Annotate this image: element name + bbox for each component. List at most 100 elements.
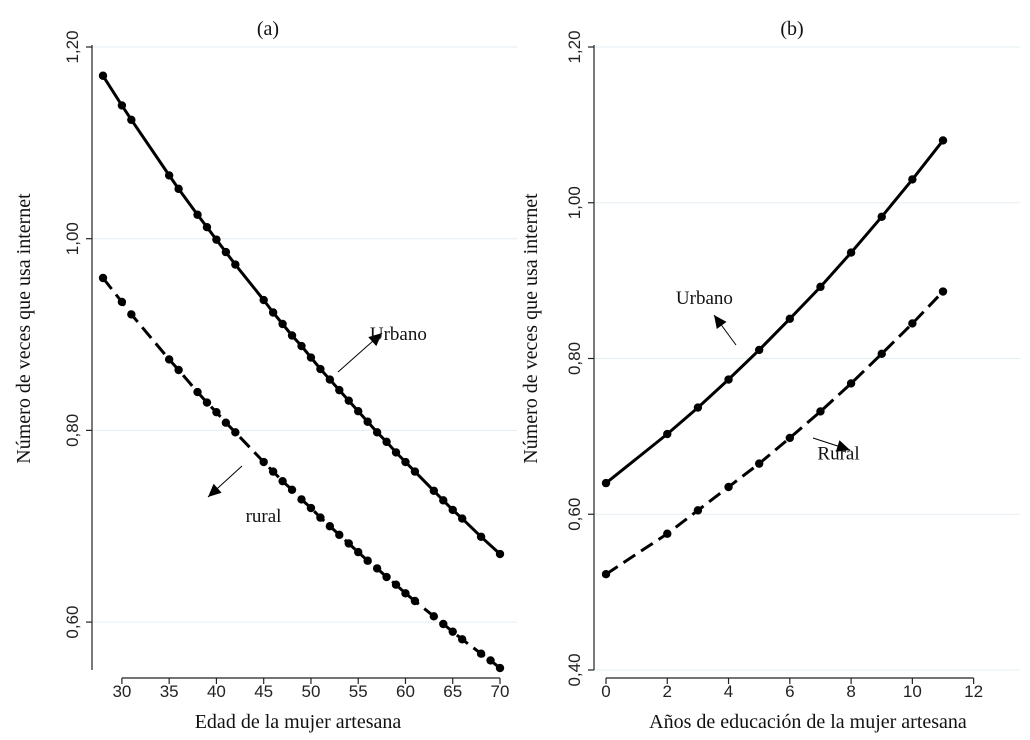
x-tick-label: 45: [254, 682, 273, 701]
data-point: [221, 247, 231, 257]
data-point: [98, 273, 108, 283]
data-point: [316, 513, 325, 522]
data-point: [174, 184, 183, 194]
data-point: [127, 310, 136, 319]
annotation-label: Urbano: [676, 288, 733, 309]
data-point: [908, 175, 917, 184]
data-point: [164, 355, 174, 364]
x-tick-label: 35: [160, 682, 179, 701]
data-point: [354, 547, 363, 557]
y-tick-label: 0,80: [63, 414, 82, 447]
annotation-arrowhead: [368, 333, 382, 347]
data-point: [325, 522, 335, 531]
data-point: [372, 564, 382, 573]
x-tick-label: 12: [964, 682, 983, 701]
data-point: [785, 314, 795, 323]
annotation-label: Urbano: [370, 324, 427, 345]
data-point: [486, 656, 495, 665]
data-point: [457, 635, 467, 644]
data-point: [335, 385, 344, 395]
data-point: [221, 418, 231, 427]
data-point: [325, 375, 335, 384]
data-point: [212, 407, 221, 417]
data-point: [495, 663, 505, 673]
data-point: [663, 529, 672, 538]
data-point: [846, 379, 856, 388]
y-tick-label: 0,60: [63, 606, 82, 639]
data-point: [363, 417, 372, 426]
x-tick-label: 4: [724, 682, 733, 701]
x-tick-label: 2: [663, 682, 672, 701]
data-point: [287, 485, 297, 495]
data-point: [391, 580, 401, 589]
data-point: [495, 549, 505, 559]
x-tick-label: 60: [396, 682, 415, 701]
data-point: [429, 612, 439, 621]
annotation-arrowhead: [208, 483, 222, 497]
data-point: [297, 495, 306, 504]
data-point: [259, 295, 268, 305]
data-point: [476, 532, 486, 541]
x-tick-label: 55: [349, 682, 368, 701]
x-tick-label: 40: [207, 682, 226, 701]
y-axis-label: Número de veces que usa internet: [13, 193, 35, 464]
data-point: [202, 398, 212, 407]
x-axis-label: Años de educación de la mujer artesana: [649, 711, 967, 733]
data-point: [231, 260, 240, 269]
data-point: [877, 212, 886, 221]
data-point: [344, 539, 353, 548]
y-tick-label: 1,00: [63, 222, 82, 255]
annotation-arrowhead: [835, 440, 850, 452]
panel-b: 0,40 0,60 0,80 1,00 1,20 0 2 4 6 8 10 12 (b) Años de …: [520, 18, 1020, 733]
x-axis-label: Edad de la mujer artesana: [195, 711, 402, 733]
data-point: [174, 365, 183, 375]
data-point: [754, 345, 764, 355]
y-tick-label: 1,00: [565, 186, 584, 219]
series-line-rural: [605, 290, 945, 576]
panel-a: 0,60 0,80 1,00 1,20 30 35 40 45 50 55 60 65 70 (a) Eda…: [13, 18, 517, 733]
data-point: [401, 589, 410, 598]
x-tick-label: 10: [903, 682, 922, 701]
y-axis-label: Número de veces que usa internet: [520, 193, 542, 464]
y-tick-label: 0,60: [565, 498, 584, 531]
data-point: [344, 396, 353, 405]
data-point: [306, 353, 316, 362]
x-tick-label: 6: [785, 682, 794, 701]
data-point: [316, 364, 325, 374]
data-point: [382, 437, 391, 447]
data-point: [297, 341, 306, 351]
data-point: [877, 349, 886, 359]
data-point: [212, 235, 221, 244]
data-point: [724, 375, 733, 384]
data-point: [372, 428, 382, 437]
y-tick-label: 1,20: [565, 30, 584, 63]
data-point: [268, 308, 278, 317]
y-tick-label: 1,20: [63, 30, 82, 63]
data-point: [127, 115, 136, 125]
x-tick-label: 0: [601, 682, 610, 701]
data-point: [259, 457, 268, 467]
data-point: [429, 486, 439, 495]
data-point: [193, 387, 202, 397]
series-line-urbano: [101, 74, 502, 556]
annotation-label: Rural: [817, 444, 859, 465]
data-point: [816, 407, 825, 416]
panel-title: (b): [780, 18, 803, 40]
data-point: [401, 457, 410, 467]
data-point: [663, 429, 672, 439]
data-point: [601, 478, 611, 488]
data-point: [287, 331, 297, 340]
data-point: [410, 596, 420, 606]
x-tick-label: 65: [443, 682, 462, 701]
panel-title: (a): [257, 18, 279, 40]
series-line-urbano: [605, 139, 945, 485]
data-point: [202, 222, 212, 232]
data-point: [601, 570, 611, 579]
data-point: [164, 171, 174, 180]
x-tick-label: 70: [491, 682, 510, 701]
data-point: [98, 71, 108, 80]
data-point: [439, 619, 448, 629]
data-point: [117, 101, 127, 110]
data-point: [448, 505, 457, 515]
